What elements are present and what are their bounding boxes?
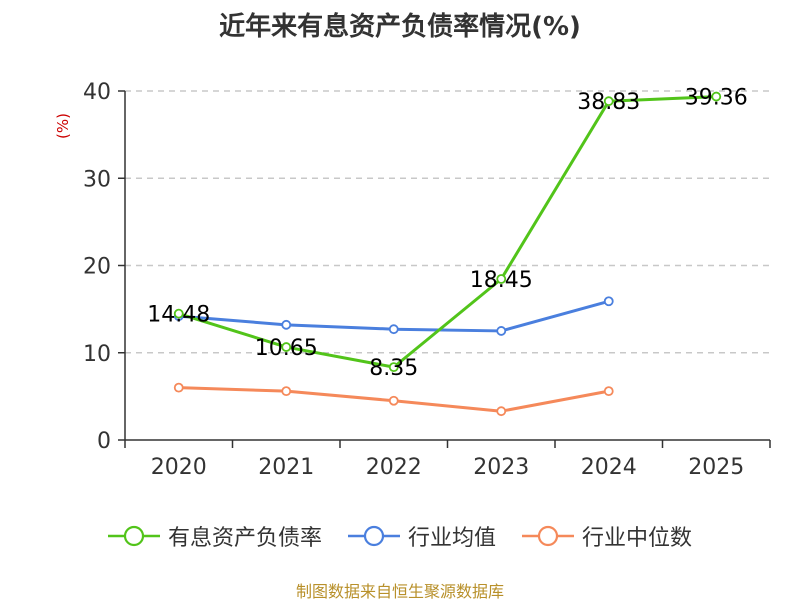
y-tick-label: 0 xyxy=(97,429,111,454)
data-point xyxy=(603,96,614,107)
y-tick-label: 20 xyxy=(83,255,111,280)
chart-title: 近年来有息资产负债率情况(%) xyxy=(219,12,581,42)
x-tick-label: 2022 xyxy=(366,455,422,480)
y-tick-label: 10 xyxy=(83,342,111,367)
data-point xyxy=(603,386,614,397)
legend-marker-icon xyxy=(347,525,400,547)
legend-circle xyxy=(123,525,145,547)
data-point xyxy=(388,395,399,406)
legend-item: 行业中位数 xyxy=(522,520,692,552)
legend-label: 有息资产负债率 xyxy=(167,526,322,551)
x-tick-label: 2020 xyxy=(151,455,207,480)
data-label: 18.45 xyxy=(470,268,533,293)
series-line xyxy=(178,95,717,369)
legend-label: 行业中位数 xyxy=(582,526,693,551)
data-point xyxy=(496,274,507,284)
data-label: 38.83 xyxy=(577,90,640,115)
legend-marker-icon xyxy=(522,525,574,547)
legend-marker-icon xyxy=(107,525,160,547)
data-point xyxy=(281,386,292,397)
legend-item: 有息资产负债率 xyxy=(107,520,322,552)
data-point xyxy=(496,326,507,336)
data-label: 8.35 xyxy=(369,356,418,381)
x-tick-label: 2021 xyxy=(258,455,314,480)
data-point xyxy=(173,382,184,393)
y-tick-label: 30 xyxy=(83,167,111,192)
data-point xyxy=(711,91,722,102)
data-point xyxy=(603,296,614,307)
data-point xyxy=(496,406,507,417)
x-tick-label: 2025 xyxy=(688,455,744,480)
legend-item: 行业均值 xyxy=(347,520,496,552)
data-point xyxy=(173,308,184,319)
source-note: 制图数据来自恒生聚源数据库 xyxy=(295,582,504,601)
legend-circle xyxy=(537,525,559,547)
data-point xyxy=(388,324,399,335)
data-point xyxy=(281,319,292,330)
legend-circle xyxy=(363,525,385,547)
x-tick-label: 2024 xyxy=(581,455,637,480)
x-tick-label: 2023 xyxy=(473,455,529,480)
data-label: 14.48 xyxy=(147,303,210,328)
y-axis-label: (%) xyxy=(54,113,72,139)
y-tick-label: 40 xyxy=(83,80,111,105)
data-label: 10.65 xyxy=(255,336,318,361)
data-point xyxy=(281,342,292,352)
data-label: 39.36 xyxy=(685,86,748,111)
legend-label: 行业均值 xyxy=(407,526,496,551)
data-point xyxy=(388,362,399,373)
legend: 有息资产负债率 行业均值 行业中位数 xyxy=(0,520,800,552)
